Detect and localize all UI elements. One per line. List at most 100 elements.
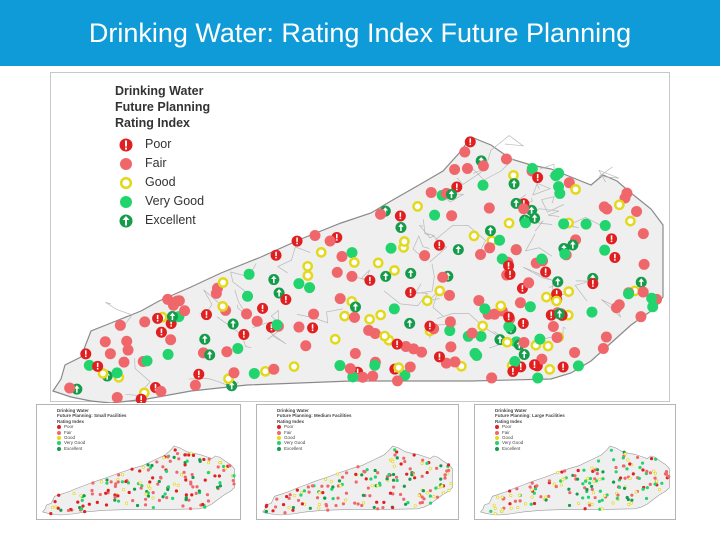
good-marker	[287, 506, 291, 510]
legend-label-excellent: Excellent	[145, 213, 196, 227]
fair-marker	[99, 336, 111, 348]
fair-marker	[116, 480, 120, 484]
fair-marker	[206, 499, 211, 503]
poor-marker	[354, 472, 358, 477]
fair-marker	[518, 499, 522, 503]
good-marker	[544, 364, 556, 375]
very-good-marker	[299, 493, 303, 497]
good-marker	[626, 458, 630, 462]
very-good-marker	[558, 218, 570, 230]
dot-icon	[120, 196, 132, 208]
slide-title: Drinking Water: Rating Index Future Plan…	[88, 18, 632, 48]
very-good-marker	[164, 469, 169, 473]
mini-legend-label: Very Good	[284, 440, 306, 446]
legend-title-1: Drinking Water	[115, 84, 204, 98]
good-marker	[393, 362, 405, 374]
mini-title-medium-1: Drinking Water	[277, 408, 309, 413]
very-good-marker	[232, 474, 236, 478]
fair-marker	[621, 464, 626, 468]
very-good-marker	[584, 479, 588, 483]
excellent-marker	[113, 498, 117, 502]
fair-marker	[315, 496, 320, 500]
fair-marker	[336, 496, 340, 500]
poor-marker	[193, 368, 205, 380]
good-marker	[417, 493, 421, 498]
fair-marker	[416, 346, 428, 358]
good-marker	[224, 466, 228, 470]
very-good-marker	[393, 448, 397, 452]
legend-item-poor: Poor	[115, 135, 275, 154]
good-marker	[447, 488, 451, 492]
good-marker	[623, 452, 627, 456]
excellent-marker	[291, 506, 296, 510]
excellent-marker	[567, 239, 579, 251]
poor-marker	[307, 322, 319, 334]
poor-marker	[202, 457, 206, 462]
fair-marker	[122, 344, 134, 356]
fair-marker	[326, 484, 330, 488]
poor-marker	[405, 286, 417, 298]
arrow-up-icon	[119, 214, 133, 228]
excellent-marker	[268, 274, 280, 286]
fair-marker	[114, 482, 118, 486]
poor-marker	[413, 476, 417, 480]
good-marker	[146, 484, 150, 488]
fair-marker	[109, 480, 113, 484]
good-marker	[375, 309, 387, 321]
poor-marker	[183, 453, 187, 457]
legend-item-very-good: Very Good	[115, 192, 275, 211]
fair-marker	[376, 471, 380, 475]
fair-marker	[340, 475, 345, 479]
good-marker	[398, 236, 410, 247]
good-marker	[302, 260, 314, 272]
mini-map-large-canvas	[480, 445, 671, 516]
county-boundary	[418, 224, 436, 239]
fair-marker	[398, 492, 403, 497]
fair-marker	[477, 160, 489, 172]
fair-marker	[403, 459, 407, 464]
mini-title-medium-3: Rating Index	[277, 418, 305, 424]
good-marker	[317, 502, 321, 507]
excellent-marker	[331, 485, 335, 489]
fair-marker	[539, 495, 543, 499]
mini-legend-row: Very Good	[277, 440, 352, 446]
good-marker	[421, 295, 433, 307]
fair-marker	[293, 321, 305, 333]
mini-legend-row: Poor	[277, 424, 352, 430]
poor-marker	[183, 463, 187, 467]
poor-marker	[576, 468, 580, 473]
good-marker	[628, 476, 632, 481]
good-marker	[449, 482, 453, 486]
good-marker	[97, 368, 109, 379]
fair-marker	[207, 457, 211, 461]
fair-marker	[569, 346, 581, 358]
fair-marker	[307, 490, 311, 494]
poor-marker	[104, 491, 108, 495]
good-marker	[372, 257, 384, 269]
very-good-marker	[581, 496, 585, 500]
very-good-marker	[105, 481, 109, 485]
excellent-marker	[567, 503, 572, 508]
mini-legend-row: Excellent	[277, 446, 352, 451]
good-marker	[79, 494, 83, 498]
very-good-marker	[572, 360, 584, 372]
excellent-marker	[590, 484, 594, 489]
very-good-marker	[151, 505, 155, 510]
excellent-marker	[518, 348, 530, 360]
good-marker	[503, 217, 515, 229]
fair-marker	[341, 502, 346, 506]
very-good-marker	[599, 219, 611, 231]
very-good-marker	[625, 467, 629, 471]
fair-marker	[600, 331, 612, 343]
fair-marker	[275, 497, 279, 501]
very-good-marker	[387, 472, 391, 477]
very-good-marker	[477, 179, 489, 191]
mini-legend-row: Fair	[495, 430, 565, 435]
fair-marker	[216, 465, 220, 469]
excellent-marker	[625, 495, 629, 500]
very-good-marker	[242, 290, 254, 302]
fair-marker	[593, 468, 597, 472]
mini-map-medium-facilities: Drinking Water Future Planning: Medium F…	[256, 404, 459, 520]
fair-marker	[356, 465, 360, 469]
very-good-marker	[660, 481, 664, 485]
